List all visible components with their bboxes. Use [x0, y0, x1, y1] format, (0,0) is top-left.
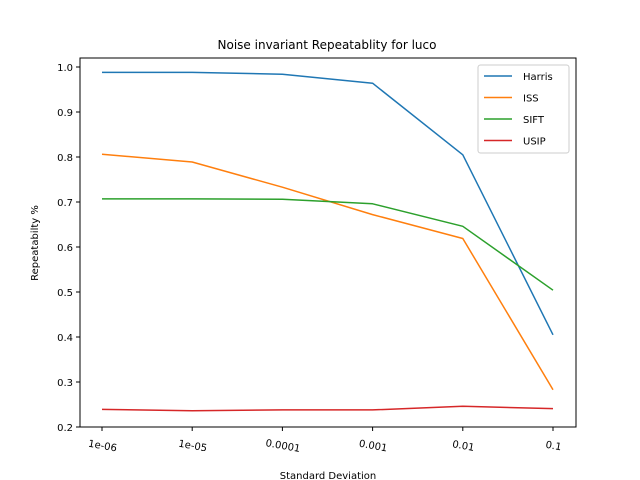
series-line-harris	[102, 71, 554, 336]
x-tick-label: 0.1	[545, 440, 563, 454]
legend-label-usip: USIP	[523, 137, 546, 148]
y-tick-label: 0.3	[57, 378, 73, 389]
x-axis-title: Standard Deviation	[280, 471, 377, 480]
y-tick-label: 0.8	[57, 153, 73, 164]
legend-box	[477, 64, 570, 154]
axes-frame	[79, 57, 577, 428]
series-line-iss	[101, 153, 554, 391]
legend-label-iss: ISS	[523, 94, 539, 105]
y-tick-label: 0.9	[57, 108, 73, 119]
x-tick-label: 0.01	[451, 439, 475, 454]
y-tick-label: 0.2	[57, 423, 73, 434]
x-tick-label: 0.0001	[265, 438, 301, 455]
x-axis: 1e-06 1e-05 0.0001 0.001 0.01 0.1	[87, 427, 562, 455]
y-tick-label: 0.6	[57, 243, 73, 254]
legend-label-sift: SIFT	[523, 115, 545, 126]
y-tick-label: 0.7	[57, 198, 73, 209]
plot-area	[101, 71, 554, 412]
legend-label-harris: Harris	[523, 72, 553, 83]
y-tick-label: 0.4	[57, 333, 73, 344]
legend: Harris ISS SIFT USIP	[477, 64, 570, 154]
y-tick-label: 0.5	[57, 288, 73, 299]
y-axis-title: Repeatabilty %	[30, 205, 41, 281]
y-axis: 0.2 0.3 0.4 0.5 0.6 0.7 0.8 0.9 1.0	[57, 63, 80, 434]
x-tick-label: 1e-06	[87, 439, 117, 455]
series-line-sift	[102, 198, 554, 291]
x-tick-label: 0.001	[358, 439, 388, 455]
series-line-usip	[101, 405, 554, 412]
y-tick-label: 1.0	[57, 63, 73, 74]
chart-title: Noise invariant Repeatablity for luco	[218, 38, 437, 52]
x-tick-label: 1e-05	[177, 439, 207, 455]
